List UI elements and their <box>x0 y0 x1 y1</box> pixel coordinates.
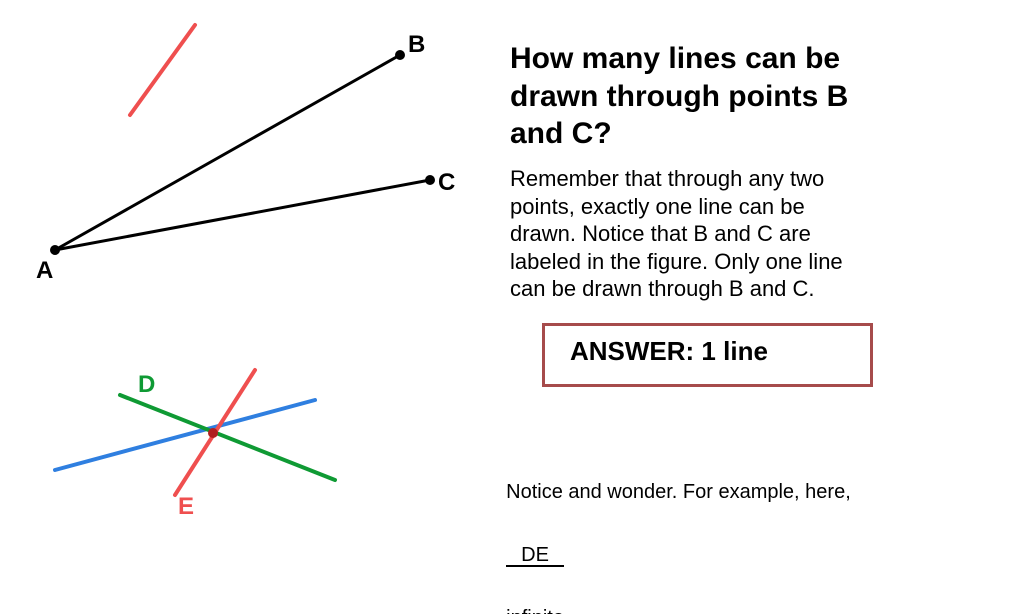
label-e: E <box>178 492 194 522</box>
note-fraction: DE infinite <box>506 505 564 614</box>
answer-text: ANSWER: 1 line <box>570 335 768 368</box>
label-a: A <box>36 256 53 286</box>
label-b: B <box>408 30 425 60</box>
note-frac-num: DE <box>506 545 564 567</box>
note-before: Notice and wonder. For example, here, <box>506 481 856 503</box>
explanation-text: Remember that through any two points, ex… <box>510 165 843 303</box>
footer-note: Notice and wonder. For example, here, DE… <box>495 455 856 614</box>
label-c: C <box>438 168 455 198</box>
note-frac-den: infinite <box>506 607 564 614</box>
label-d: D <box>138 370 155 400</box>
question-title: How many lines can be drawn through poin… <box>510 40 848 153</box>
